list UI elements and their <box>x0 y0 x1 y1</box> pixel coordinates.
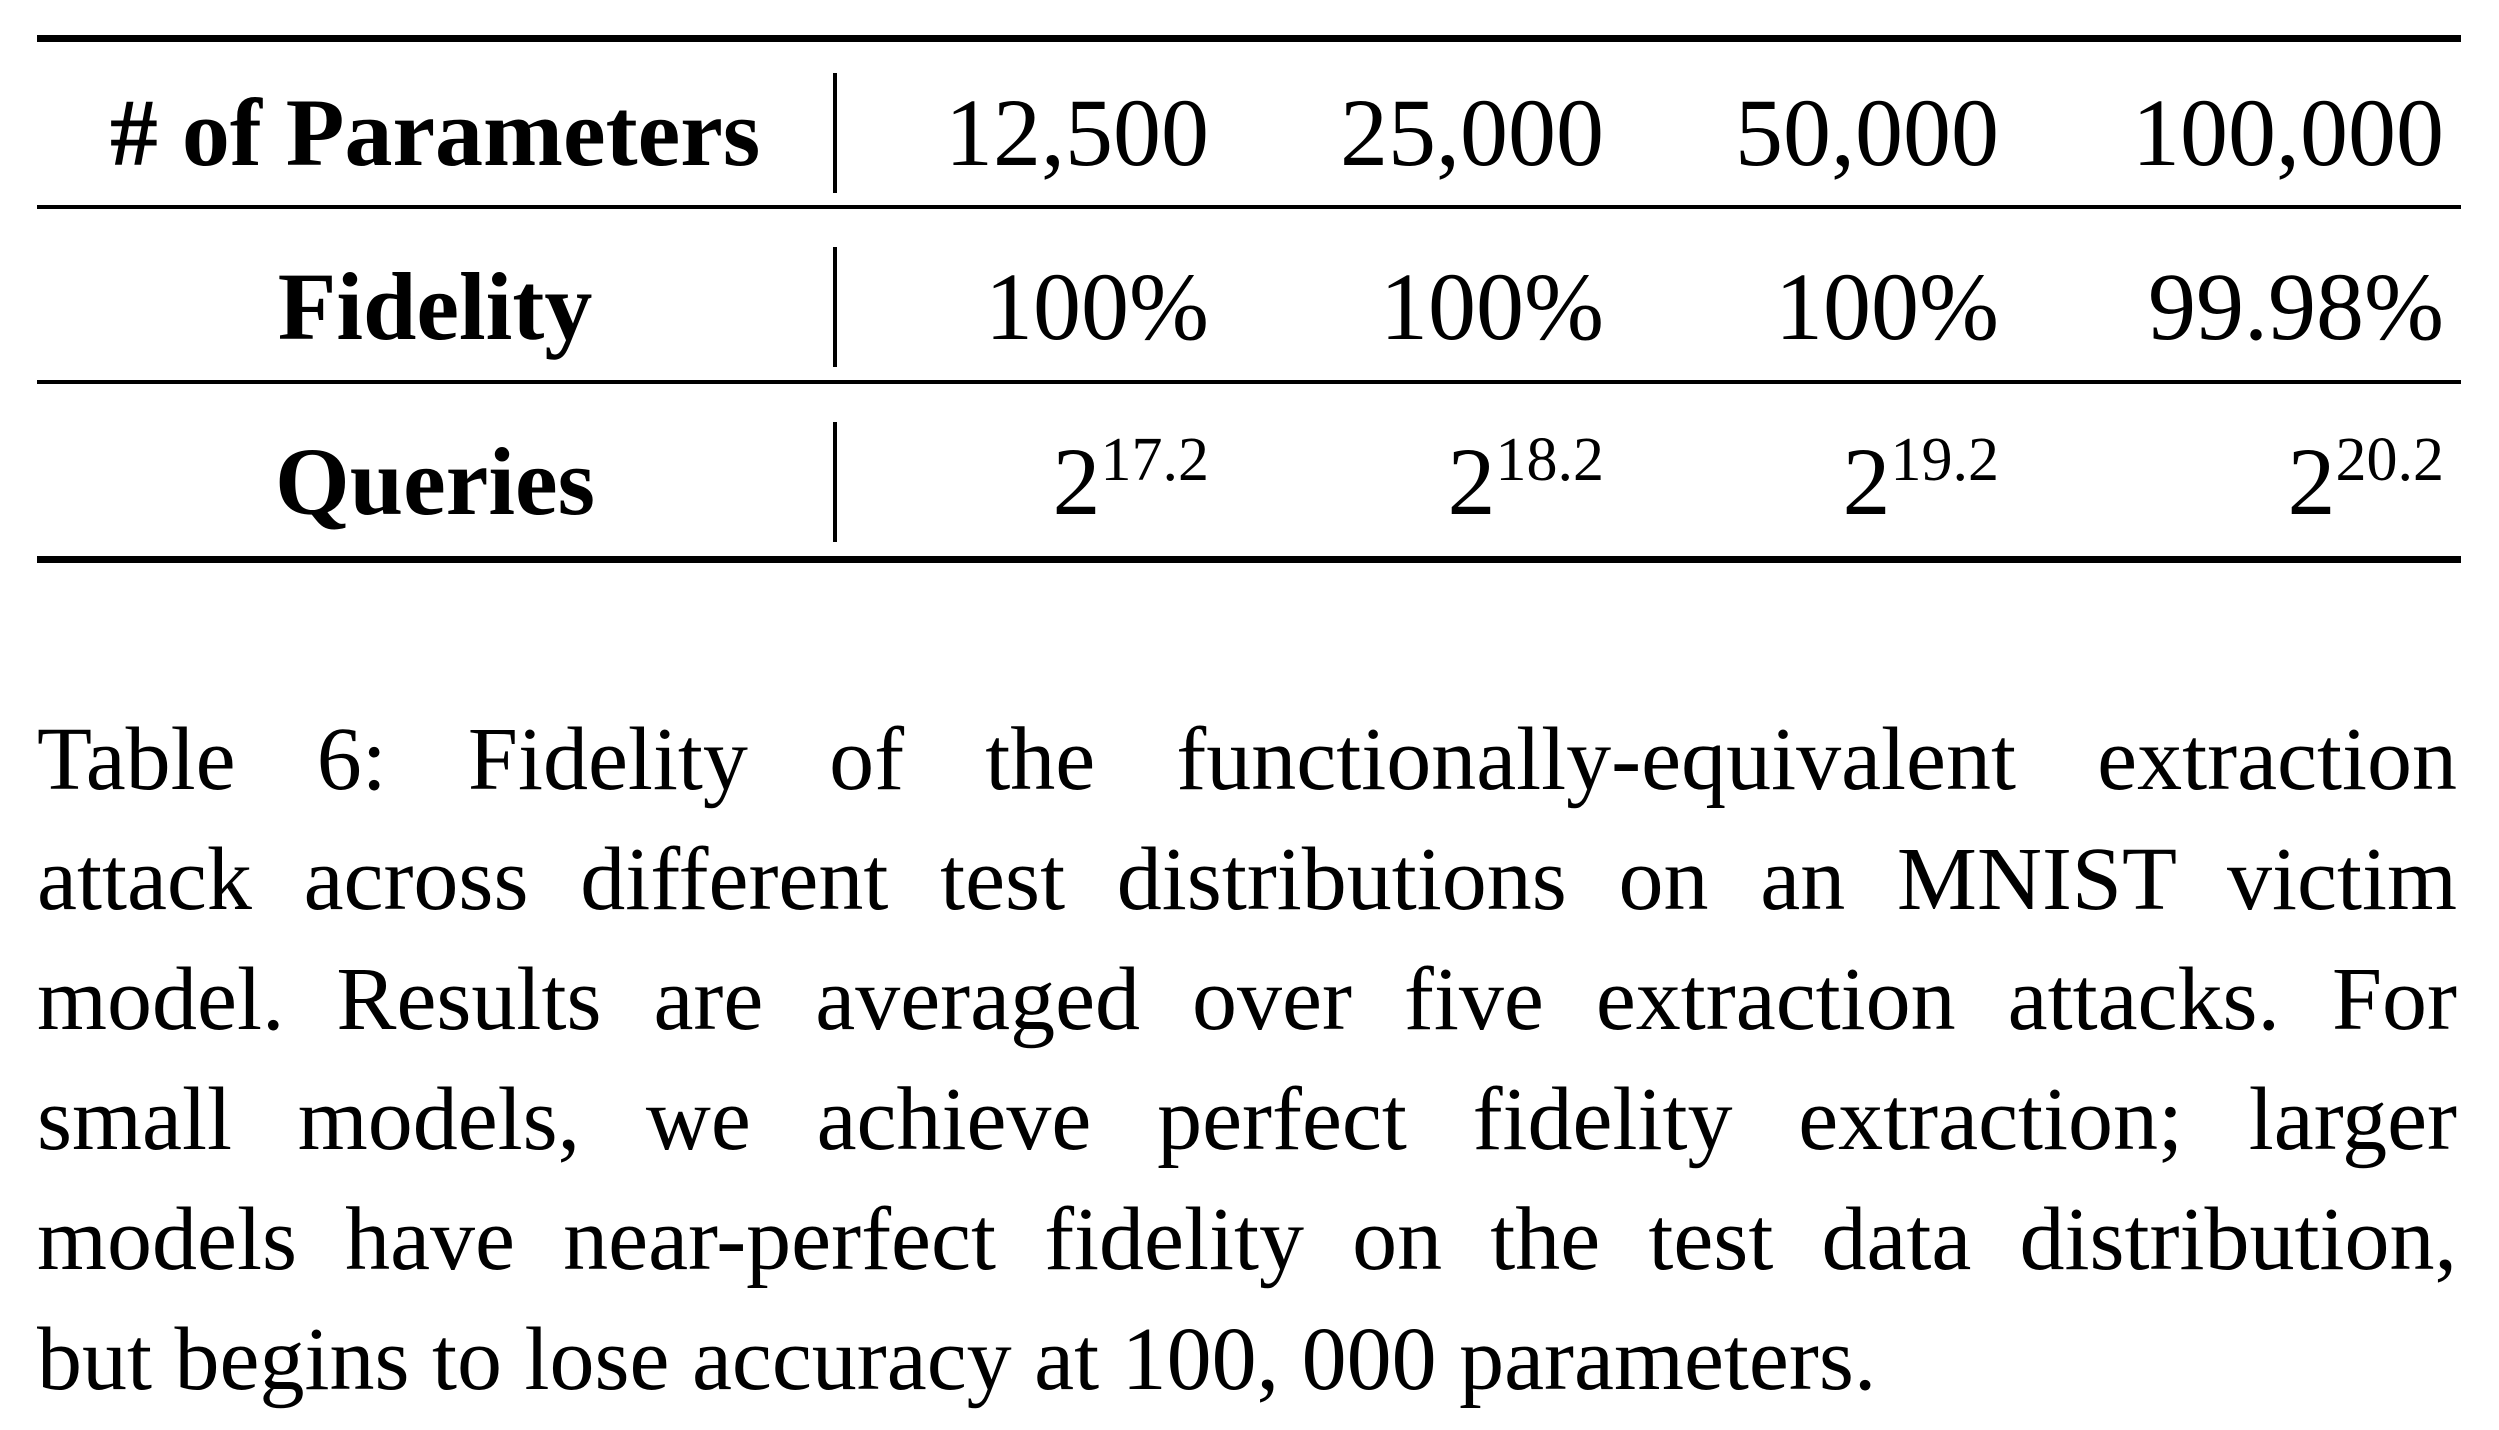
queries-base: 2 <box>1052 428 1101 535</box>
caption-line: models have near-perfect fidelity on the… <box>37 1190 2457 1289</box>
table-bottom-rule <box>37 556 2461 563</box>
column-separator <box>833 73 837 193</box>
caption-line: model. Results are averaged over five ex… <box>37 950 2457 1049</box>
table-top-rule <box>37 35 2461 42</box>
table-row-parameters: # of Parameters 12,500 25,000 50,000 100… <box>37 73 2461 193</box>
table-row-queries: Queries 217.2 218.2 219.2 220.2 <box>37 422 2461 542</box>
fidelity-cell: 100% <box>985 253 1209 360</box>
queries-exponent: 17.2 <box>1100 426 1210 494</box>
table-row-fidelity: Fidelity 100% 100% 100% 99.98% <box>37 247 2461 367</box>
table-rule-2 <box>37 380 2461 384</box>
queries-exponent: 20.2 <box>2335 426 2445 494</box>
fidelity-cell: 99.98% <box>2148 253 2444 360</box>
table-caption: Table 6: Fidelity of the functionally-eq… <box>37 700 2457 1420</box>
queries-base: 2 <box>1842 428 1891 535</box>
parameters-cell: 50,000 <box>1735 79 1999 186</box>
row-header-fidelity: Fidelity <box>277 253 593 360</box>
caption-line: attack across different test distributio… <box>37 830 2457 929</box>
caption-line: Table 6: Fidelity of the functionally-eq… <box>37 710 2457 809</box>
queries-cell: 217.2 <box>857 422 1210 542</box>
queries-base: 2 <box>2287 428 2336 535</box>
row-header-queries: Queries <box>275 428 595 535</box>
parameters-cell: 100,000 <box>2132 79 2444 186</box>
parameters-cell: 25,000 <box>1340 79 1604 186</box>
table-rule-1 <box>37 205 2461 209</box>
parameters-cell: 12,500 <box>945 79 1209 186</box>
row-header-parameters: # of Parameters <box>109 79 761 186</box>
fidelity-cell: 100% <box>1775 253 1999 360</box>
column-separator <box>833 422 837 542</box>
queries-exponent: 19.2 <box>1890 426 2000 494</box>
queries-cell: 218.2 <box>1209 422 1605 542</box>
queries-cell: 219.2 <box>1604 422 2000 542</box>
fidelity-cell: 100% <box>1380 253 1604 360</box>
caption-line: but begins to lose accuracy at 100, 000 … <box>37 1310 1877 1409</box>
queries-base: 2 <box>1447 428 1496 535</box>
queries-cell: 220.2 <box>1999 422 2445 542</box>
caption-line: small models, we achieve perfect fidelit… <box>37 1070 2457 1169</box>
queries-exponent: 18.2 <box>1495 426 1605 494</box>
column-separator <box>833 247 837 367</box>
